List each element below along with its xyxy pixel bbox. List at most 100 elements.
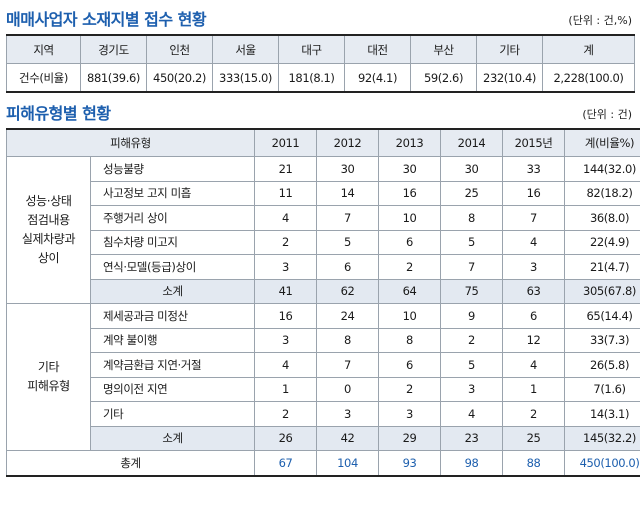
value-cell: 12 xyxy=(502,327,566,353)
subtotal-value: 29 xyxy=(378,425,442,451)
subtotal-value: 42 xyxy=(316,425,380,451)
subtotal-value: 26 xyxy=(254,425,318,451)
value-cell: 6 xyxy=(502,303,566,329)
value-cell: 7 xyxy=(316,205,380,231)
table-row: 명의이전 지연 1 0 2 3 1 7(1.6) xyxy=(7,376,640,402)
subtotal-label: 소계 xyxy=(89,278,256,304)
region-header-cell: 경기도 xyxy=(80,34,147,64)
total-label: 총계 xyxy=(5,450,256,477)
value-cell: 3 xyxy=(440,376,504,402)
value-cell: 33(7.3) xyxy=(564,327,640,353)
value-cell: 3 xyxy=(254,254,318,280)
value-cell: 3 xyxy=(316,401,380,427)
value-cell: 8 xyxy=(378,327,442,353)
table-row: 주행거리 상이 4 7 10 8 7 36(8.0) xyxy=(7,205,640,231)
region-data-cell: 59(2.6) xyxy=(410,63,477,93)
subtotal-value: 75 xyxy=(440,278,504,304)
value-cell: 3 xyxy=(254,327,318,353)
value-cell: 3 xyxy=(378,401,442,427)
damage-header-row: 피해유형 2011 2012 2013 2014 2015년 계(비율%) xyxy=(5,128,640,157)
total-value: 67 xyxy=(254,450,318,477)
table-row: 계약 불이행 3 8 8 2 12 33(7.3) xyxy=(7,327,640,353)
value-cell: 36(8.0) xyxy=(564,205,640,231)
region-header-cell: 서울 xyxy=(212,34,279,64)
value-cell: 10 xyxy=(378,303,442,329)
value-cell: 30 xyxy=(378,156,442,182)
total-value: 88 xyxy=(502,450,566,477)
subtotal-value: 64 xyxy=(378,278,442,304)
type-label: 계약 불이행 xyxy=(89,327,256,353)
table-row: 침수차량 미고지 2 5 6 5 4 22(4.9) xyxy=(7,229,640,255)
damage-type-table: 피해유형 2011 2012 2013 2014 2015년 계(비율%) 성능… xyxy=(5,128,640,477)
value-cell: 24 xyxy=(316,303,380,329)
value-cell: 3 xyxy=(502,254,566,280)
region-data-cell: 881(39.6) xyxy=(80,63,147,93)
value-cell: 2 xyxy=(440,327,504,353)
subtotal-value: 305(67.8) xyxy=(564,278,640,304)
value-cell: 2 xyxy=(254,229,318,255)
value-cell: 2 xyxy=(254,401,318,427)
value-cell: 33 xyxy=(502,156,566,182)
table-row: 기타 피해유형 제세공과금 미정산 16 24 10 9 6 65(14.4) xyxy=(6,303,640,451)
value-cell: 65(14.4) xyxy=(564,303,640,329)
damage-header-cell: 2013 xyxy=(378,128,442,157)
section2-unit: (단위 : 건) xyxy=(582,108,632,121)
region-data-cell: 92(4.1) xyxy=(344,63,411,93)
type-label: 제세공과금 미정산 xyxy=(89,303,256,329)
value-cell: 8 xyxy=(316,327,380,353)
value-cell: 10 xyxy=(378,205,442,231)
category-cell: 기타 피해유형 xyxy=(6,303,91,451)
value-cell: 0 xyxy=(316,376,380,402)
type-label: 명의이전 지연 xyxy=(89,376,256,402)
value-cell: 4 xyxy=(502,352,566,378)
value-cell: 16 xyxy=(502,180,566,206)
region-header-cell: 인천 xyxy=(146,34,213,64)
value-cell: 1 xyxy=(502,376,566,402)
type-label: 계약금환급 지연·거절 xyxy=(89,352,256,378)
type-label: 성능불량 xyxy=(89,156,256,182)
region-header-cell: 부산 xyxy=(410,34,477,64)
total-value: 450(100.0) xyxy=(564,450,640,477)
region-header-cell: 대구 xyxy=(278,34,345,64)
value-cell: 2 xyxy=(502,401,566,427)
subtotal-value: 25 xyxy=(502,425,566,451)
type-label: 주행거리 상이 xyxy=(89,205,256,231)
value-cell: 4 xyxy=(254,352,318,378)
value-cell: 9 xyxy=(440,303,504,329)
subtotal-value: 62 xyxy=(316,278,380,304)
category-cell: 성능·상태 점검내용 실제차량과 상이 xyxy=(6,156,91,304)
type-label: 침수차량 미고지 xyxy=(89,229,256,255)
region-table: 지역 경기도 인천 서울 대구 대전 부산 기타 계 건수(비율) 881(39… xyxy=(6,34,635,93)
section2-title: 피해유형별 현황 xyxy=(6,104,111,123)
region-header-cell: 지역 xyxy=(6,34,81,64)
value-cell: 25 xyxy=(440,180,504,206)
value-cell: 82(18.2) xyxy=(564,180,640,206)
region-data-cell: 2,228(100.0) xyxy=(542,63,635,93)
subtotal-value: 63 xyxy=(502,278,566,304)
value-cell: 30 xyxy=(316,156,380,182)
region-header-cell: 기타 xyxy=(476,34,543,64)
table-row: 계약금환급 지연·거절 4 7 6 5 4 26(5.8) xyxy=(7,352,640,378)
value-cell: 8 xyxy=(440,205,504,231)
total-value: 104 xyxy=(316,450,380,477)
total-value: 98 xyxy=(440,450,504,477)
value-cell: 6 xyxy=(378,352,442,378)
damage-header-cell: 계(비율%) xyxy=(564,128,640,157)
region-data-cell: 232(10.4) xyxy=(476,63,543,93)
value-cell: 4 xyxy=(440,401,504,427)
subtotal-value: 145(32.2) xyxy=(564,425,640,451)
damage-header-cell: 2012 xyxy=(316,128,380,157)
table-row: 성능·상태 점검내용 실제차량과 상이 성능불량 21 30 30 30 33 144(32.0) xyxy=(6,156,640,304)
region-header-cell: 대전 xyxy=(344,34,411,64)
value-cell: 6 xyxy=(316,254,380,280)
subtotal-value: 41 xyxy=(254,278,318,304)
value-cell: 5 xyxy=(316,229,380,255)
damage-header-cell: 2015년 xyxy=(502,128,566,157)
value-cell: 1 xyxy=(254,376,318,402)
subtotal-row: 소계 41 62 64 75 63 305(67.8) xyxy=(7,278,640,304)
total-row: 총계 67 104 93 98 88 450(100.0) xyxy=(5,450,640,477)
total-value: 93 xyxy=(378,450,442,477)
value-cell: 5 xyxy=(440,352,504,378)
damage-header-cell: 2011 xyxy=(254,128,318,157)
value-cell: 14(3.1) xyxy=(564,401,640,427)
